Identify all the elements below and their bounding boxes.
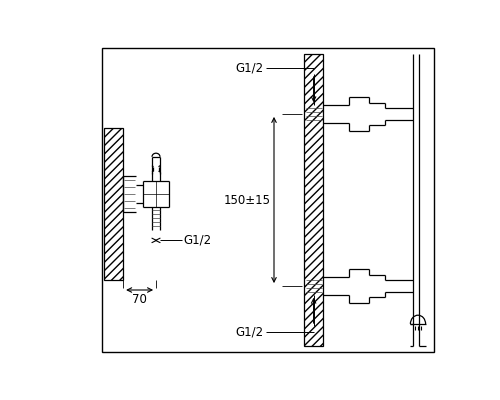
Text: G1/2: G1/2 [183, 234, 212, 247]
Text: 150±15: 150±15 [224, 194, 271, 206]
Bar [104, 128, 123, 280]
Text: G1/2: G1/2 [236, 326, 264, 338]
Bar [304, 54, 323, 346]
Bar [102, 48, 434, 352]
Text: G1/2: G1/2 [236, 62, 264, 74]
Text: 70: 70 [132, 293, 147, 306]
